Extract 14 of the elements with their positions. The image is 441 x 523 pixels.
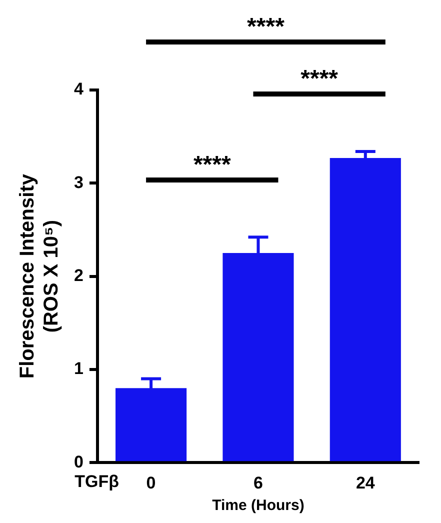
y-tick-label: 1 [74,359,84,378]
x-tick-label: 6 [253,473,263,492]
annotation: **** [300,66,339,93]
x-tick-label: 0 [146,473,156,492]
text: TGFβ [74,472,120,491]
y-axis-title: Florescence Intensity (ROS X 10⁵) [16,173,63,379]
y-tick-label: 3 [74,172,84,192]
x-axis-title: Time (Hours) [212,497,304,514]
text: **** [247,14,286,41]
annotation: **** [193,152,232,179]
y-tick-label: 4 [74,80,84,99]
y-tick-label: 0 [74,452,84,472]
x-tick-label: 24 [356,473,376,492]
y-tick-label: 2 [74,266,84,285]
